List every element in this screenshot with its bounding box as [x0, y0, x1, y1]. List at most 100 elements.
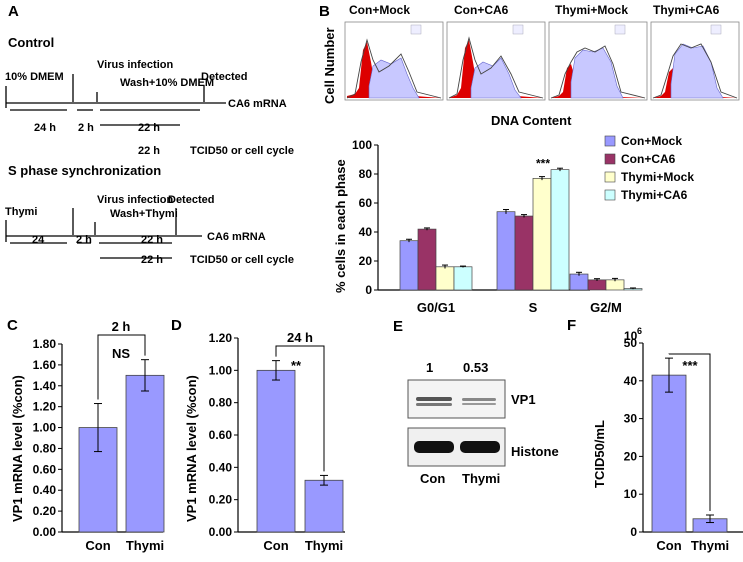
chart-f-y-tick-label: 30 — [624, 412, 638, 426]
chart-b-ylabel: % cells in each phase — [333, 159, 348, 293]
panel-a: A Control 10% DMEM Virus infection Wash+… — [5, 3, 294, 266]
control-medium: 10% DMEM — [5, 71, 64, 83]
chart-c-y-tick-label: 0.60 — [33, 462, 57, 476]
chart-d-ylabel: VP1 mRNA level (%con) — [184, 375, 199, 522]
chart-d-y-tick-label: 0.60 — [209, 428, 233, 442]
sphase-22h-b: 22 h — [141, 254, 163, 266]
sphase-drug: Thymi — [5, 206, 37, 218]
chart-f-y-tick-label: 0 — [630, 525, 637, 539]
chart-f-y-tick-label: 10 — [624, 487, 638, 501]
chart-c-title: 2 h — [112, 319, 131, 334]
chart-f-x-label: Con — [656, 538, 681, 553]
chart-b-y-tick-label: 40 — [359, 225, 373, 239]
chart-b-bar-con-ca6-g0g1 — [417, 228, 437, 291]
chart-c-y-tick-label: 1.20 — [33, 400, 57, 414]
chart-c-y-tick-label: 0.20 — [33, 504, 57, 518]
control-detected-label: Detected — [201, 71, 247, 83]
hist-title-3: Thymi+Mock — [555, 3, 628, 17]
chart-d-y-tick-label: 0.20 — [209, 493, 233, 507]
chart-b-bar-thymi-mock-s — [532, 178, 552, 291]
chart-c-y-tick-label: 1.60 — [33, 358, 57, 372]
control-wash-label: Wash+10% DMEM — [120, 77, 214, 89]
histogram-con-ca6 — [446, 21, 546, 101]
chart-d-y-tick-label: 0.40 — [209, 460, 233, 474]
control-2h: 2 h — [78, 122, 94, 134]
legend-swatch-thymi-ca6 — [604, 189, 616, 201]
hist-title-2: Con+CA6 — [454, 3, 509, 17]
legend-label-thymi-ca6: Thymi+CA6 — [621, 188, 688, 202]
chart-c-y-tick-label: 1.40 — [33, 379, 57, 393]
chart-b-bar-thymi-ca6-s — [550, 169, 570, 291]
histogram-thymi-mock — [548, 21, 648, 101]
sphase-24: 24 — [32, 234, 45, 246]
chart-d-x-label: Con — [263, 538, 288, 553]
chart-b-bar-con-ca6-g2m — [587, 279, 607, 291]
chart-b-y-tick-label: 60 — [359, 196, 373, 210]
legend-swatch-thymi-mock — [604, 171, 616, 183]
chart-c-bar-thymi — [125, 374, 165, 533]
blot-vp1-band-thymi-1 — [462, 398, 496, 401]
chart-c-x-label: Con — [85, 538, 110, 553]
legend-swatch-con-ca6 — [604, 153, 616, 165]
sphase-readout: TCID50 or cell cycle — [190, 254, 294, 266]
chart-d-title: 24 h — [287, 330, 313, 345]
chart-b-bar-con-mock-g2m — [569, 273, 589, 291]
chart-f-bar-con — [651, 374, 687, 533]
chart-d-significance: ** — [291, 358, 302, 373]
chart-c-y-tick-label: 0.80 — [33, 441, 57, 455]
chart-b-x-label: G0/G1 — [417, 300, 455, 315]
chart-f-tcid50: F TCID50/mL 10 6 0 10 20 30 40 50 Con Thymi *** — [567, 317, 743, 553]
chart-b-bar-thymi-mock-g2m — [605, 279, 625, 291]
sphase-timeline — [5, 208, 202, 259]
chart-c-significance: NS — [112, 346, 130, 361]
legend-label-con-mock: Con+Mock — [621, 134, 682, 148]
panel-c-letter: C — [7, 317, 18, 334]
chart-d-significance-bracket — [275, 345, 325, 472]
chart-d-y-tick-label: 0.00 — [209, 525, 233, 539]
chart-b-significance: *** — [536, 157, 550, 171]
panel-b-letter: B — [319, 3, 330, 20]
control-readout: TCID50 or cell cycle — [190, 145, 294, 157]
panel-e-western-blot: E 1 0.53 VP1 Histone Con Thymi — [393, 318, 559, 486]
legend-swatch-con-mock — [604, 135, 616, 147]
chart-c-vp1-2h: C VP1 mRNA level (%con) 0.00 0.20 0.40 0.60… — [7, 317, 165, 553]
blot-histone-band-thymi — [460, 441, 500, 453]
chart-d-y-tick-label: 1.00 — [209, 363, 233, 377]
chart-d-y-tick-label: 0.80 — [209, 396, 233, 410]
chart-b-y-tick-label: 0 — [365, 283, 372, 297]
chart-b-bar-con-mock-g0g1 — [399, 240, 419, 291]
chart-c-y-tick-label: 0.00 — [33, 525, 57, 539]
chart-b-x-label: G2/M — [590, 300, 622, 315]
legend-label-thymi-mock: Thymi+Mock — [621, 170, 694, 184]
sphase-2h: 2 h — [76, 234, 92, 246]
sphase-title: S phase synchronization — [8, 163, 161, 178]
control-target: CA6 mRNA — [228, 98, 287, 110]
hist-title-4: Thymi+CA6 — [653, 3, 720, 17]
chart-d-bar-con — [256, 369, 296, 533]
chart-f-significance: *** — [682, 358, 698, 373]
chart-b-y-tick-label: 100 — [352, 138, 372, 152]
chart-d-x-label: Thymi — [305, 538, 343, 553]
sphase-22h: 22 h — [141, 234, 163, 246]
control-timeline — [5, 74, 226, 126]
chart-b-y-tick-label: 20 — [359, 254, 373, 268]
sphase-target: CA6 mRNA — [207, 231, 266, 243]
panel-e-letter: E — [393, 318, 403, 335]
control-22h: 22 h — [138, 122, 160, 134]
panel-b-histograms: B Con+Mock Con+CA6 Thymi+Mock Thymi+CA6 … — [319, 3, 740, 128]
chart-b-x-label: S — [529, 300, 538, 315]
blot-vp1-band-con-2 — [416, 403, 452, 406]
histogram-thymi-ca6 — [650, 21, 740, 101]
chart-c-y-tick-label: 0.40 — [33, 483, 57, 497]
chart-f-y-tick-label: 50 — [624, 336, 638, 350]
chart-b-cell-cycle: % cells in each phase 0 20 40 60 80 100 G0/G1 S… — [333, 138, 643, 315]
hist-xlabel: DNA Content — [491, 113, 572, 128]
chart-f-significance-bracket — [668, 353, 711, 511]
chart-c-y-tick-label: 1.80 — [33, 337, 57, 351]
hist-title-1: Con+Mock — [349, 3, 410, 17]
histogram-con-mock — [344, 21, 444, 101]
hist-ylabel: Cell Number — [322, 27, 337, 104]
chart-f-x-label: Thymi — [691, 538, 729, 553]
chart-c-significance-bracket — [97, 334, 146, 400]
